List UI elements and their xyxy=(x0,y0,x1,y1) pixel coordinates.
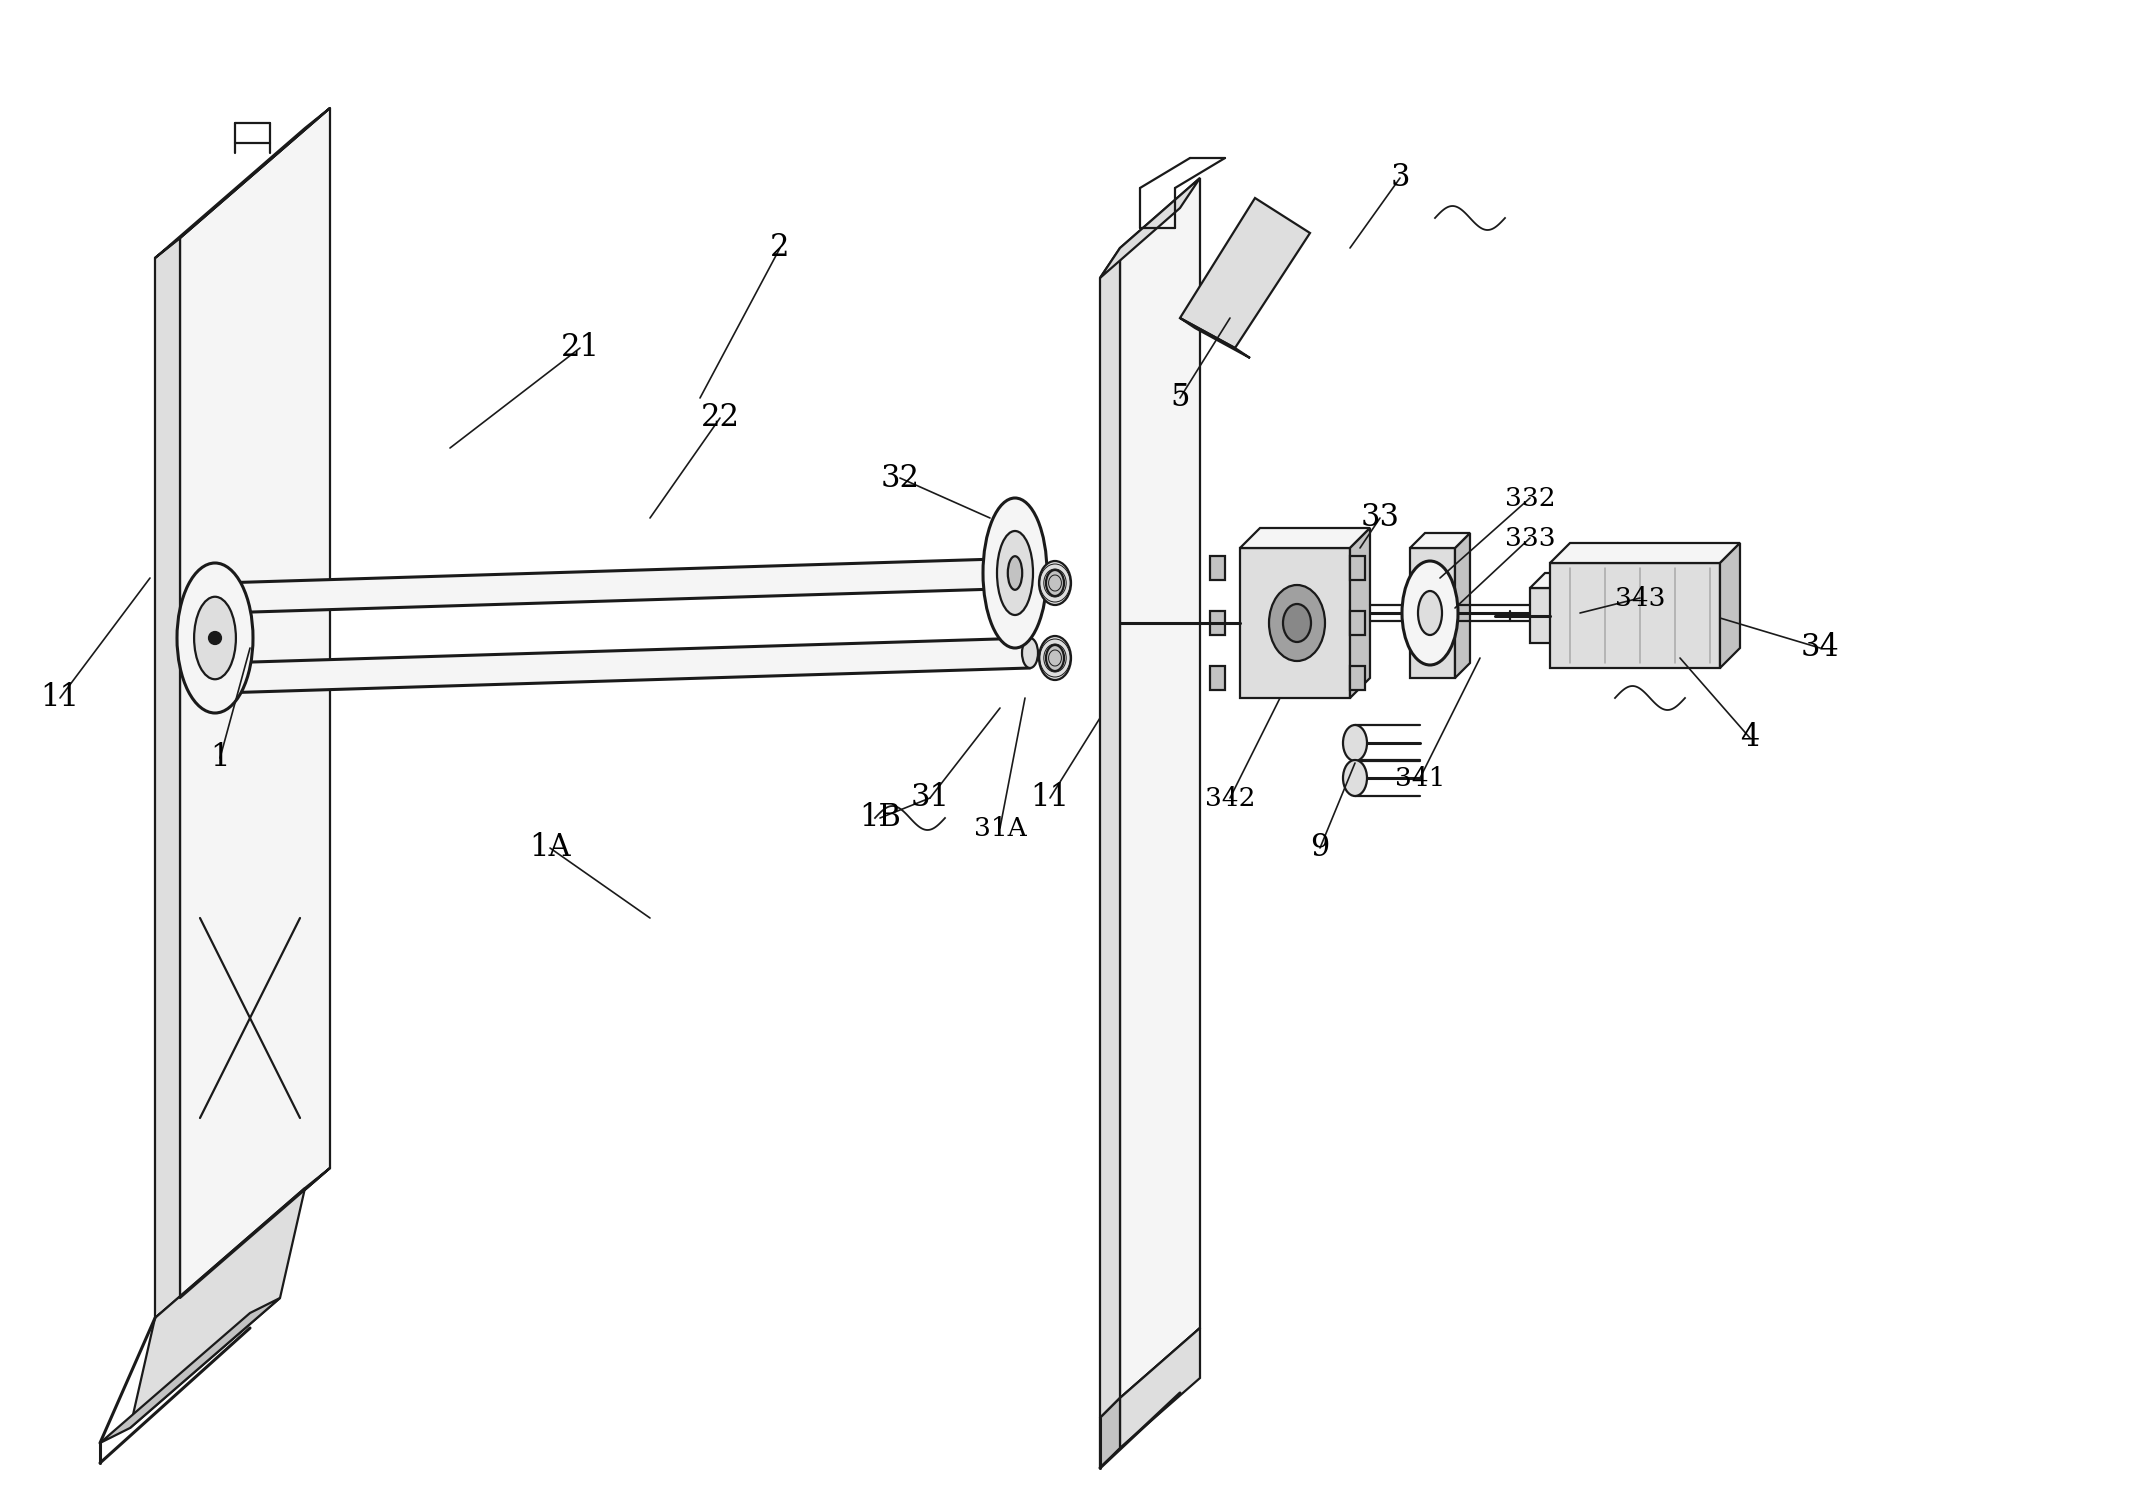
Polygon shape xyxy=(1551,563,1720,668)
Text: 33: 33 xyxy=(1360,502,1399,533)
Ellipse shape xyxy=(195,596,236,679)
Polygon shape xyxy=(1210,611,1225,635)
Ellipse shape xyxy=(1420,607,1431,620)
Polygon shape xyxy=(221,638,1030,694)
Text: 332: 332 xyxy=(1504,485,1555,511)
Polygon shape xyxy=(1120,1329,1200,1449)
Polygon shape xyxy=(1589,574,1604,643)
Ellipse shape xyxy=(1039,637,1071,680)
Ellipse shape xyxy=(1039,560,1071,605)
Polygon shape xyxy=(131,1188,304,1428)
Polygon shape xyxy=(1210,556,1225,580)
Polygon shape xyxy=(1101,249,1120,1419)
Polygon shape xyxy=(1529,589,1589,643)
Polygon shape xyxy=(154,108,330,258)
Ellipse shape xyxy=(1022,638,1039,668)
Text: 22: 22 xyxy=(700,403,739,433)
Polygon shape xyxy=(1240,548,1349,698)
Text: 4: 4 xyxy=(1739,722,1759,753)
Polygon shape xyxy=(1101,1329,1200,1419)
Text: 1: 1 xyxy=(210,743,229,773)
Polygon shape xyxy=(1180,198,1311,348)
Text: 11: 11 xyxy=(41,683,79,713)
Polygon shape xyxy=(154,238,180,1318)
Ellipse shape xyxy=(1420,637,1431,650)
Polygon shape xyxy=(154,1168,330,1318)
Text: 1B: 1B xyxy=(859,803,902,833)
Polygon shape xyxy=(1240,527,1371,548)
Text: 342: 342 xyxy=(1204,785,1255,810)
Text: 9: 9 xyxy=(1311,833,1330,863)
Polygon shape xyxy=(1551,542,1739,563)
Ellipse shape xyxy=(1343,725,1367,761)
Polygon shape xyxy=(1101,1398,1120,1468)
Polygon shape xyxy=(1529,574,1604,589)
Polygon shape xyxy=(1409,548,1454,679)
Ellipse shape xyxy=(1045,646,1065,671)
Polygon shape xyxy=(1454,533,1469,679)
Polygon shape xyxy=(101,1297,281,1443)
Text: 32: 32 xyxy=(880,463,919,493)
Polygon shape xyxy=(1180,318,1251,358)
Text: 34: 34 xyxy=(1801,632,1840,664)
Text: 3: 3 xyxy=(1390,162,1409,193)
Ellipse shape xyxy=(1418,592,1442,635)
Text: 343: 343 xyxy=(1615,586,1664,611)
Polygon shape xyxy=(221,557,1030,613)
Ellipse shape xyxy=(1022,557,1039,589)
Text: 1A: 1A xyxy=(529,833,570,863)
Ellipse shape xyxy=(1007,556,1022,590)
Polygon shape xyxy=(1720,542,1739,668)
Ellipse shape xyxy=(1045,571,1065,596)
Polygon shape xyxy=(1349,556,1364,580)
Polygon shape xyxy=(1409,533,1469,548)
Text: 31A: 31A xyxy=(975,815,1026,840)
Ellipse shape xyxy=(1403,560,1459,665)
Ellipse shape xyxy=(983,497,1047,649)
Polygon shape xyxy=(1349,527,1371,698)
Text: 11: 11 xyxy=(1030,782,1069,813)
Polygon shape xyxy=(1349,611,1364,635)
Ellipse shape xyxy=(1283,604,1311,643)
Polygon shape xyxy=(1349,667,1364,691)
Polygon shape xyxy=(1101,178,1200,279)
Text: 31: 31 xyxy=(910,782,949,813)
Ellipse shape xyxy=(996,530,1032,616)
Ellipse shape xyxy=(1268,586,1326,661)
Ellipse shape xyxy=(178,563,253,713)
Ellipse shape xyxy=(1420,577,1431,590)
Text: 2: 2 xyxy=(771,232,790,264)
Text: 21: 21 xyxy=(561,333,600,364)
Text: 333: 333 xyxy=(1504,526,1555,550)
Polygon shape xyxy=(1120,178,1200,1398)
Ellipse shape xyxy=(210,632,221,644)
Ellipse shape xyxy=(1343,759,1367,795)
Text: 341: 341 xyxy=(1394,765,1446,791)
Polygon shape xyxy=(1210,667,1225,691)
Polygon shape xyxy=(180,108,330,1297)
Text: 5: 5 xyxy=(1170,382,1189,413)
